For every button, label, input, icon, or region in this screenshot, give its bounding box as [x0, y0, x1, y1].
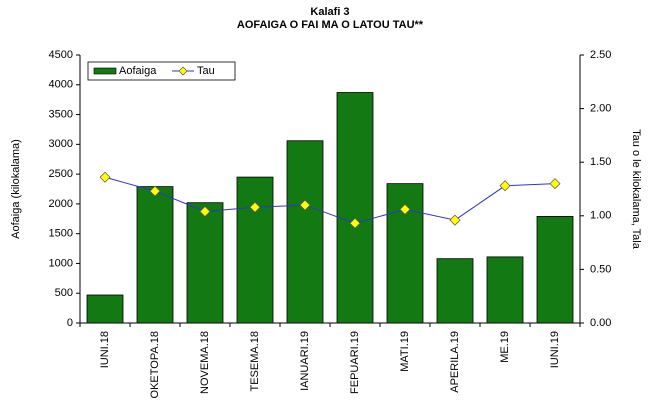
marker: [399, 203, 411, 215]
legend-swatch: [93, 67, 117, 75]
y2-tick-label: 1.00: [590, 210, 611, 222]
x-tick-label: ME.19: [499, 331, 511, 363]
marker: [499, 180, 511, 192]
x-tick-label: OKETOPA.18: [149, 331, 161, 398]
legend-box: [87, 61, 236, 81]
x-tick-label: MATI.19: [399, 331, 411, 372]
y-tick-label: 4000: [49, 79, 73, 91]
legend-marker: [178, 66, 188, 76]
y-tick-label: 3000: [49, 138, 73, 150]
y-tick-label: 2000: [49, 198, 73, 210]
y2-axis-label: Tau o le kilokalama, Tala: [630, 129, 642, 250]
y2-tick-label: 2.00: [590, 103, 611, 115]
y2-tick-label: 1.50: [590, 156, 611, 168]
marker: [549, 178, 561, 190]
chart-subtitle: AOFAIGA O FAI MA O LATOU TAU**: [237, 19, 424, 31]
bar: [436, 258, 474, 324]
bar: [336, 92, 374, 324]
y-tick-label: 1500: [49, 228, 73, 240]
line: [104, 176, 556, 224]
bar: [536, 215, 574, 324]
y-tick-label: 2500: [49, 168, 73, 180]
bar: [286, 140, 324, 324]
marker: [349, 217, 361, 229]
legend-label: Tau: [197, 65, 215, 77]
x-tick-label: TESEMA.18: [249, 331, 261, 392]
marker: [199, 206, 211, 218]
x-tick-label: NOVEMA.18: [199, 331, 211, 394]
legend-label: Aofaiga: [119, 65, 157, 77]
y2-tick-label: 0.50: [590, 263, 611, 275]
y2-tick-label: 2.50: [590, 49, 611, 61]
x-tick-label: APERILA.19: [449, 331, 461, 393]
bar: [186, 202, 224, 324]
y2-tick-label: 0.00: [590, 317, 611, 329]
marker: [449, 214, 461, 226]
bar: [486, 256, 524, 324]
bar: [236, 176, 274, 324]
x-tick-label: IUNI.18: [99, 331, 111, 368]
marker: [149, 185, 161, 197]
bar: [86, 294, 124, 324]
chart-title: Kalafi 3: [310, 6, 349, 18]
marker: [249, 201, 261, 213]
marker: [99, 171, 111, 183]
y-axis-label: Aofaiga (kilokalama): [10, 139, 22, 239]
marker: [299, 199, 311, 211]
y-tick-label: 4500: [49, 49, 73, 61]
x-tick-label: IANUARI.19: [299, 331, 311, 391]
y-tick-label: 0: [67, 317, 73, 329]
x-tick-label: FEPUARI.19: [349, 331, 361, 394]
y-tick-label: 1000: [49, 257, 73, 269]
y-tick-label: 500: [55, 287, 73, 299]
y-tick-label: 3500: [49, 108, 73, 120]
bar: [136, 186, 174, 324]
x-tick-label: IUNI.19: [549, 331, 561, 368]
